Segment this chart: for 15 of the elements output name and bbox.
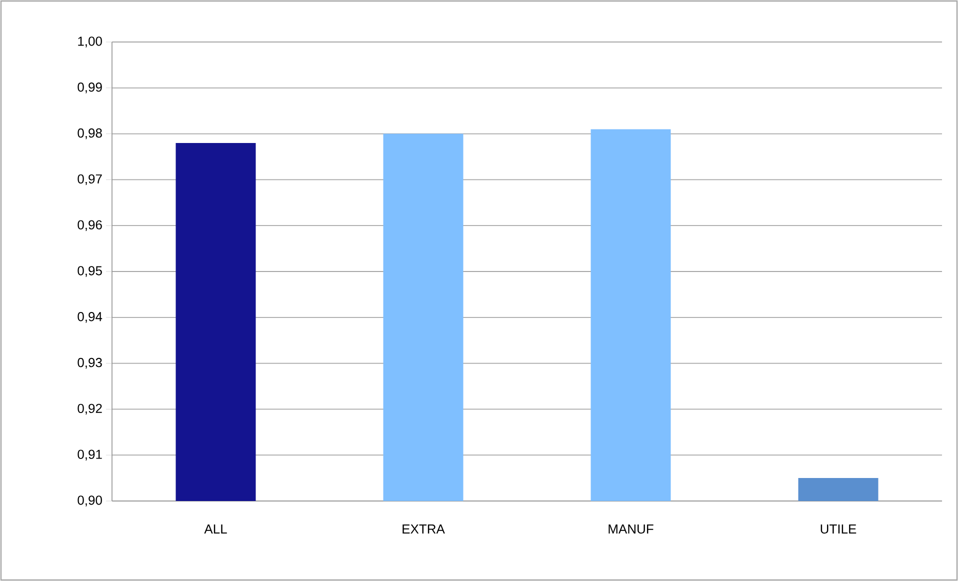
x-tick-label: ALL <box>204 524 227 534</box>
y-tick-label: 0,91 <box>78 450 102 460</box>
y-tick-label: 0,94 <box>78 312 102 323</box>
x-tick-label: UTILE <box>820 524 856 534</box>
y-tick-label: 0,93 <box>78 358 102 369</box>
y-tick-label: 0,99 <box>78 82 102 94</box>
y-tick-label: 0,95 <box>78 266 102 277</box>
x-tick-label: EXTRA <box>402 524 445 534</box>
y-tick-label: 0,97 <box>78 174 102 186</box>
y-tick-label: 0,90 <box>78 496 102 506</box>
x-tick-label: MANUF <box>608 524 654 534</box>
y-tick-label: 0,98 <box>78 128 102 140</box>
y-tick-label: 1,00 <box>78 36 102 48</box>
y-tick-label: 0,96 <box>78 220 102 231</box>
y-tick-label: 0,92 <box>78 404 102 415</box>
